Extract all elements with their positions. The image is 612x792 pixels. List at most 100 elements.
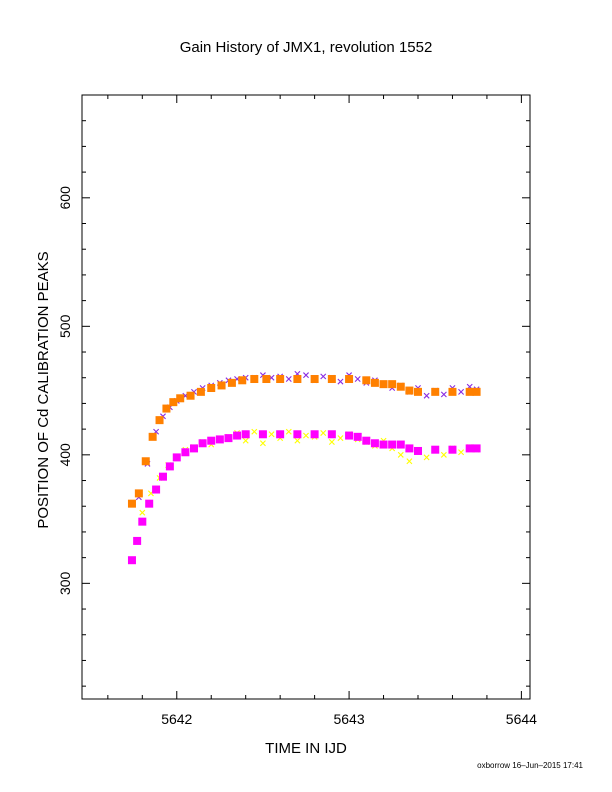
data-point [227,378,236,387]
data-point [406,458,413,465]
footer-credit: oxborrow 16–Jun–2015 17:41 [477,761,583,770]
data-point [320,429,327,436]
data-point [198,439,207,448]
data-point [162,404,171,413]
data-point [215,435,224,444]
data-point [310,430,319,439]
data-point [405,444,414,453]
data-point [190,444,198,453]
data-point [293,430,302,439]
data-point [139,509,146,516]
data-point [172,453,181,462]
data-point [134,489,143,498]
data-point [431,387,440,396]
data-point [259,440,266,447]
data-point [293,375,302,384]
data-point [196,387,205,396]
data-point [276,375,285,384]
data-point [388,380,397,389]
data-point [370,378,379,387]
x-tick-label: 5642 [161,711,192,727]
data-point [379,380,388,389]
series-2 [127,375,481,508]
data-point [345,431,354,440]
data-point [370,439,379,448]
data-point [141,457,150,466]
data-point [310,375,319,384]
data-point [458,449,465,456]
data-point [207,384,216,393]
data-point [233,431,242,440]
data-point [388,440,397,449]
data-point [181,448,190,457]
data-point [158,472,167,481]
data-point [362,436,371,445]
data-point [396,382,405,391]
data-point [328,438,335,445]
data-point [440,451,447,458]
data-point [431,445,440,454]
y-axis-title: POSITION OF Cd CALIBRATION PEAKS [35,251,52,528]
data-point [207,436,216,445]
series-0 [135,370,480,501]
data-point [354,376,361,382]
data-point [303,372,309,379]
data-point [186,391,195,400]
plot-frame [81,94,531,700]
data-point [152,485,161,494]
data-point [405,386,414,395]
data-point [294,437,301,444]
x-axis-title: TIME IN IJD [265,740,347,757]
data-point [241,430,250,439]
data-point [472,387,481,396]
data-point [217,381,226,390]
data-point [242,437,249,444]
data-point [337,378,344,385]
data-point [262,375,271,384]
y-tick-label: 600 [57,186,73,210]
axis-tick-labels: 5642 5643 5644 300 400 500 600 [57,186,537,727]
data-point [155,416,164,425]
data-point [353,432,362,441]
data-point [251,428,258,435]
x-tick-label: 5643 [333,711,364,727]
data-point [472,444,481,453]
data-point [362,376,371,385]
data-point [148,432,157,441]
data-point [345,375,354,384]
data-point [276,430,285,439]
x-tick-label: 5644 [506,711,537,727]
data-point [285,376,292,382]
y-tick-label: 400 [57,443,73,467]
data-point [250,375,259,384]
chart-title: Gain History of JMX1, revolution 1552 [180,39,433,56]
data-point [396,440,405,449]
data-point [285,428,292,435]
data-point [268,431,275,438]
data-point [165,462,174,471]
data-point [337,435,344,442]
series-1 [139,428,480,516]
data-point [397,451,404,458]
data-point [465,387,474,396]
data-point [133,536,142,545]
data-point [127,499,136,508]
data-point [145,499,154,508]
data-point [169,398,178,407]
data-point [448,387,457,396]
data-point [176,394,185,403]
series-layer [127,370,481,565]
data-point [414,387,422,396]
y-tick-label: 500 [57,314,73,338]
data-point [224,434,233,443]
data-point [138,517,147,526]
data-point [320,373,327,380]
data-point [414,446,422,455]
data-point [440,391,447,398]
data-point [458,388,465,395]
y-tick-label: 300 [57,571,73,595]
data-point [465,444,474,453]
data-point [379,440,388,449]
data-point [423,392,430,399]
